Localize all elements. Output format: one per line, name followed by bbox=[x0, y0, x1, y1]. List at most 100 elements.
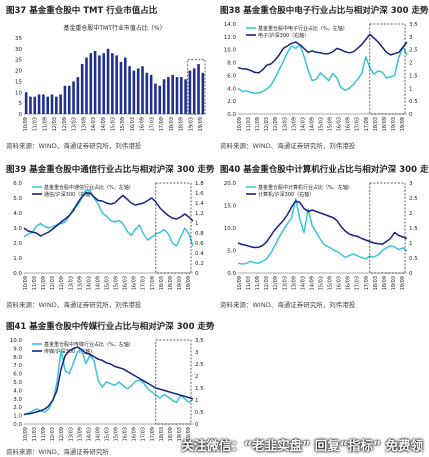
x-tick-label: 17/03 bbox=[355, 276, 361, 290]
x-tick-label: 15/03 bbox=[105, 427, 111, 441]
x-tick-label: 15/09 bbox=[328, 276, 334, 290]
x-tick-label: 19/03 bbox=[188, 117, 194, 131]
highlight-box bbox=[369, 182, 406, 274]
bar bbox=[46, 96, 49, 114]
legend-label: 通信/沪深300（右轴） bbox=[44, 191, 95, 198]
y-tick-label: 25 bbox=[15, 58, 22, 64]
x-tick-label: 15/09 bbox=[120, 117, 126, 131]
x-tick-label: 12/03 bbox=[264, 276, 270, 290]
y-tick-label: 9.0 bbox=[13, 346, 22, 352]
y-tick-label-right: 1.5 bbox=[409, 226, 418, 232]
x-tick-label: 12/03 bbox=[50, 276, 56, 290]
series-line bbox=[23, 346, 194, 416]
legend-label: 基金重仓股中计算机行业占比（%，左轴） bbox=[258, 184, 353, 191]
legend-label: 基金重仓股中TMT行业市值占比（%） bbox=[63, 24, 165, 32]
bar bbox=[76, 77, 80, 114]
bar bbox=[115, 55, 118, 114]
x-tick-label: 16/09 bbox=[132, 276, 138, 290]
legend-label: 基金重仓股中传媒行业占比（%，左轴） bbox=[44, 341, 134, 348]
x-tick-label: 18/03 bbox=[159, 276, 165, 290]
y-tick-label-right: 1.4 bbox=[195, 201, 204, 207]
y-tick-label-right: 2.5 bbox=[195, 362, 204, 368]
x-tick-label: 12/09 bbox=[59, 276, 65, 290]
bar bbox=[184, 79, 187, 114]
x-tick-label: 15/03 bbox=[319, 276, 325, 290]
source-prefix: 资料来源： bbox=[220, 301, 253, 309]
source-prefix: 资料来源： bbox=[6, 142, 39, 150]
y-tick-label: 5.0 bbox=[227, 249, 236, 255]
x-tick-label: 17/03 bbox=[355, 117, 361, 131]
bar bbox=[98, 55, 101, 114]
y-tick-label: 8.0 bbox=[227, 61, 236, 67]
chart-fig41: 0.01.02.03.04.05.06.07.08.09.010.000.511… bbox=[10, 338, 204, 441]
y-tick-label-right: 2 bbox=[409, 211, 413, 217]
x-tick-label: 12/09 bbox=[273, 276, 279, 290]
x-tick-label: 11/09 bbox=[255, 276, 261, 290]
y-tick-label: 15 bbox=[15, 79, 22, 85]
x-tick-label: 11/03 bbox=[246, 117, 252, 131]
x-tick-label: 11/03 bbox=[32, 276, 38, 290]
y-tick-label-right: 2.5 bbox=[409, 48, 418, 54]
x-tick-label: 15/09 bbox=[328, 117, 334, 131]
legend-label: 基金重仓股中通信行业占比（%，左轴） bbox=[44, 184, 134, 191]
x-tick-label: 13/03 bbox=[68, 276, 74, 290]
bar bbox=[63, 85, 67, 114]
x-tick-label: 19/09 bbox=[400, 276, 406, 290]
bar bbox=[175, 77, 179, 114]
source-text: WIND、海通证券研究所，刘伟港投 bbox=[252, 142, 356, 150]
source-prefix: 资料来源： bbox=[220, 142, 253, 150]
x-tick-label: 12/09 bbox=[62, 117, 68, 131]
bar bbox=[171, 74, 174, 114]
y-tick-label: 6.0 bbox=[227, 73, 236, 79]
y-tick-label-right: 2 bbox=[409, 61, 413, 67]
chart-title: 图40 基金重仓股中计算机行业占比与相对沪深 300 走势 bbox=[220, 165, 429, 175]
y-tick-label-right: 3 bbox=[409, 181, 413, 187]
y-tick-label-right: 0.6 bbox=[195, 241, 204, 247]
x-tick-label: 19/09 bbox=[400, 117, 406, 131]
bar bbox=[72, 81, 75, 114]
bar bbox=[67, 85, 71, 114]
y-tick-label-right: 1 bbox=[195, 398, 199, 404]
x-tick-label: 16/09 bbox=[346, 117, 352, 131]
source-text: WIND、海通证券研究所，刘伟港投 bbox=[38, 301, 142, 309]
y-tick-label: 10.0 bbox=[224, 48, 237, 54]
chart-title: 图37 基金重仓股中 TMT 行业市值占比 bbox=[6, 6, 158, 16]
y-tick-label: 0.0 bbox=[227, 271, 236, 277]
y-tick-label-right: 1.6 bbox=[195, 191, 204, 197]
x-tick-label: 12/03 bbox=[264, 117, 270, 131]
series-line bbox=[237, 198, 408, 265]
y-tick-label: 2.0 bbox=[227, 99, 236, 105]
x-tick-label: 14/03 bbox=[91, 117, 97, 131]
x-tick-label: 19/09 bbox=[198, 117, 204, 131]
x-tick-label: 12/03 bbox=[50, 427, 56, 441]
x-tick-label: 11/03 bbox=[32, 427, 38, 441]
x-tick-label: 13/03 bbox=[72, 117, 78, 131]
chart-fig38: 0.0 2.0 4.0 6.0 8.0 10.0 12.0 14.0 0 0.5 1 1.5 2 2.5 3… bbox=[224, 22, 418, 131]
x-tick-label: 14/03 bbox=[300, 117, 306, 131]
y-tick-label: 4.0 bbox=[13, 388, 22, 394]
bar bbox=[132, 70, 136, 114]
y-tick-label-right: 0.5 bbox=[409, 256, 418, 262]
x-tick-label: 14/03 bbox=[86, 427, 92, 441]
x-tick-label: 16/09 bbox=[132, 427, 138, 441]
bar bbox=[106, 48, 110, 114]
bar bbox=[33, 96, 37, 114]
x-tick-label: 12/09 bbox=[273, 117, 279, 131]
x-tick-label: 13/03 bbox=[282, 276, 288, 290]
x-tick-label: 19/03 bbox=[391, 117, 397, 131]
y-tick-label: 5.0 bbox=[13, 196, 22, 202]
y-tick-label: 10 bbox=[15, 90, 22, 96]
legend-label: 电子/沪深300（右轴） bbox=[258, 32, 309, 39]
y-tick-label-right: 1 bbox=[409, 86, 413, 92]
chart-title: 图41 基金重仓股中传媒行业占比与相对沪深 300 走势 bbox=[6, 322, 215, 332]
y-tick-label-right: 0 bbox=[195, 271, 199, 277]
y-tick-label: 0.0 bbox=[13, 271, 22, 277]
bar bbox=[167, 77, 170, 114]
x-tick-label: 15/09 bbox=[114, 276, 120, 290]
y-tick-label-right: 1.5 bbox=[409, 73, 418, 79]
x-tick-label: 18/09 bbox=[382, 117, 388, 131]
y-tick-label: 5 bbox=[19, 101, 23, 107]
y-tick-label: 30 bbox=[15, 47, 22, 53]
bar bbox=[123, 57, 127, 114]
x-tick-label: 16/09 bbox=[346, 276, 352, 290]
